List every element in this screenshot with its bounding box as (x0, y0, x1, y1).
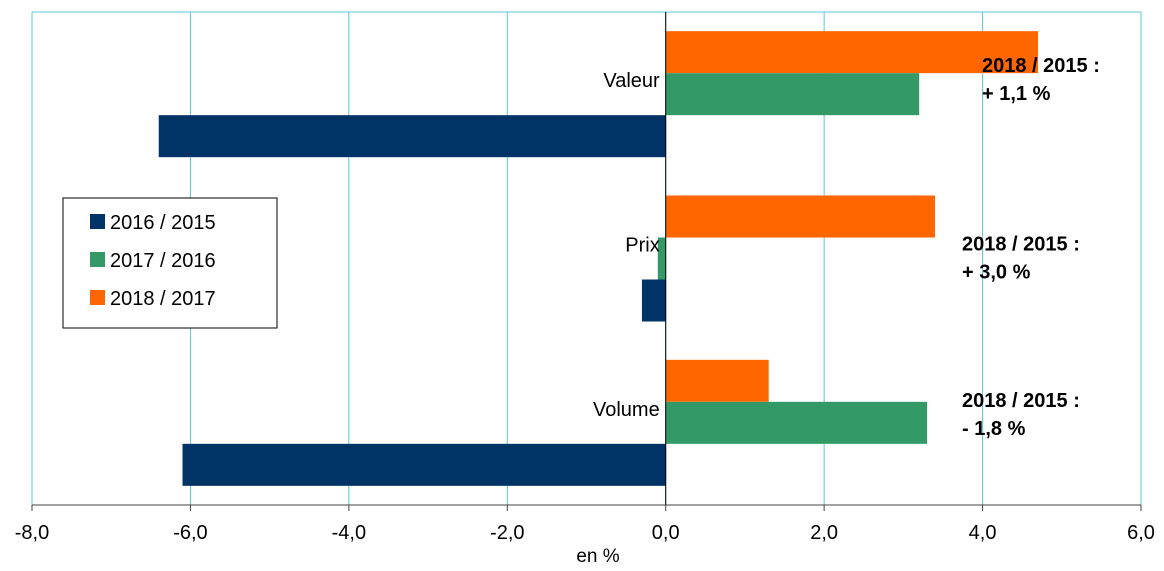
annotation-valeur-line-1: + 1,1 % (982, 83, 1051, 105)
x-tick-label-1: -6,0 (173, 522, 207, 544)
annotation-volume-line-1: - 1,8 % (962, 418, 1026, 440)
x-tick-label-3: -2,0 (490, 522, 524, 544)
bar-valeur-1 (665, 73, 920, 116)
bar-valeur-0 (158, 115, 666, 158)
legend-label-0: 2016 / 2015 (110, 212, 216, 234)
category-labels: Valeur Prix Volume (593, 70, 660, 421)
annotation-prix-line-1: + 3,0 % (962, 262, 1031, 284)
axes (31, 12, 1142, 511)
bar-prix-1 (657, 237, 666, 280)
annotation-volume-line-0: 2018 / 2015 : (962, 390, 1080, 412)
x-tick-label-2: -4,0 (332, 522, 366, 544)
bar-volume-1 (665, 401, 928, 444)
x-tick-label-7: 6,0 (1127, 522, 1155, 544)
bar-prix-0 (641, 279, 666, 322)
legend: 2016 / 2015 2017 / 2016 2018 / 2017 (62, 197, 278, 329)
x-tick-label-0: -8,0 (15, 522, 49, 544)
legend-label-1: 2017 / 2016 (110, 250, 216, 272)
annotation-prix-line-0: 2018 / 2015 : (962, 234, 1080, 256)
category-label-volume: Volume (593, 399, 660, 421)
x-tick-labels: -8,0 -6,0 -4,0 -2,0 0,0 2,0 4,0 6,0 (15, 522, 1155, 544)
bars (158, 31, 1039, 486)
annotation-valeur-line-0: 2018 / 2015 : (982, 55, 1100, 77)
x-tick-label-5: 2,0 (810, 522, 838, 544)
bar-prix-2 (665, 195, 936, 238)
bar-volume-0 (182, 443, 666, 486)
legend-label-2: 2018 / 2017 (110, 288, 216, 310)
annotations: 2018 / 2015 : + 1,1 % 2018 / 2015 : + 3,0 %… (962, 55, 1100, 440)
legend-swatch-2 (90, 290, 105, 305)
category-label-prix: Prix (625, 235, 659, 257)
x-axis-label: en % (576, 546, 619, 567)
bar-valeur-2 (665, 31, 1039, 74)
category-label-valeur: Valeur (603, 70, 660, 92)
bar-volume-2 (665, 359, 769, 402)
x-tick-label-4: 0,0 (652, 522, 680, 544)
legend-swatch-0 (90, 214, 105, 229)
x-tick-label-6: 4,0 (969, 522, 997, 544)
legend-swatch-1 (90, 252, 105, 267)
